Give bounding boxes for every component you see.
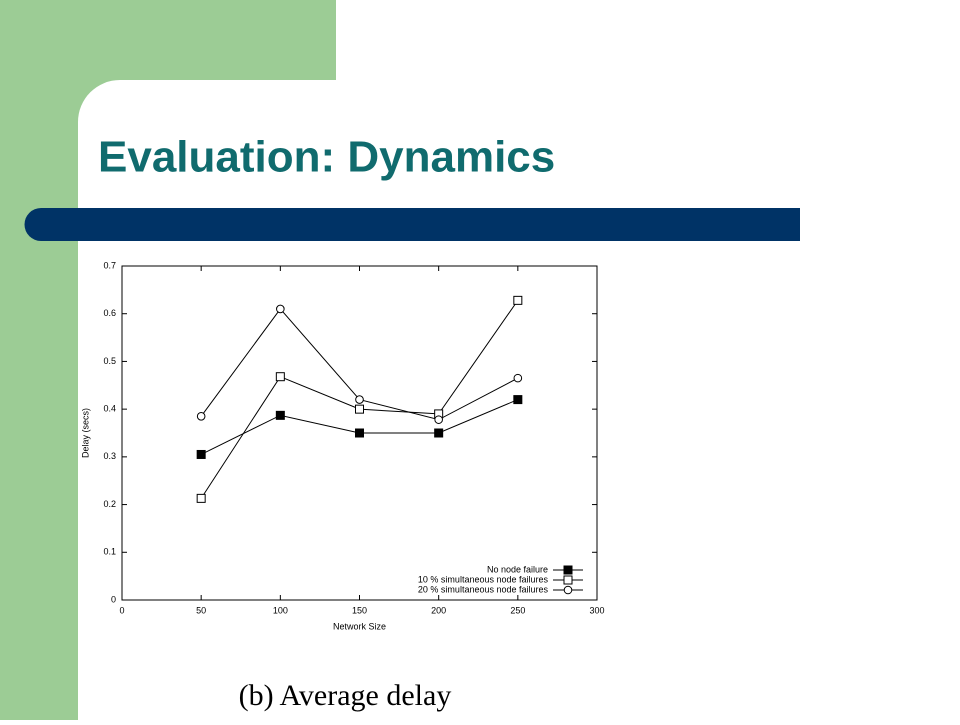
y-tick-label: 0.6: [103, 308, 116, 318]
point: [513, 395, 523, 405]
legend-marker: [563, 565, 573, 575]
y-tick-label: 0.5: [103, 356, 116, 366]
caption: (b) Average delay: [239, 679, 452, 712]
point: [196, 412, 206, 421]
legend-label: 20 % simultaneous node failures: [418, 584, 549, 594]
y-tick-label: 0.4: [103, 404, 116, 414]
x-tick-label: 0: [119, 605, 124, 615]
chart: 0 0.1 0.2 0.3 0.4 0.5 0.6 0.7 0 50 100 150 200 250 300…: [80, 260, 604, 631]
point: [513, 373, 523, 383]
y-tick-label: 0.3: [103, 451, 116, 461]
x-tick-label: 200: [431, 605, 446, 615]
legend-marker: [563, 585, 573, 595]
y-tick-label: 0.1: [103, 547, 116, 557]
x-tick-label: 100: [273, 605, 288, 615]
x-tick-label: 250: [510, 605, 525, 615]
legend-label: 10 % simultaneous node failures: [418, 574, 549, 584]
x-axis-label: Network Size: [333, 621, 386, 631]
y-tick-label: 0.2: [103, 499, 116, 509]
point: [196, 449, 206, 459]
side-strip: [0, 0, 78, 720]
y-tick-label: 0: [111, 594, 116, 604]
point: [355, 428, 364, 438]
point: [355, 404, 364, 414]
x-tick-label: 150: [352, 605, 367, 615]
title-bar: [24, 208, 800, 241]
slide-title: Evaluation: Dynamics: [98, 133, 555, 182]
point: [434, 428, 444, 438]
point: [355, 395, 364, 404]
point: [196, 493, 206, 503]
point: [434, 415, 443, 424]
point: [276, 304, 285, 314]
point: [513, 295, 523, 305]
y-axis-label: Delay (secs): [80, 408, 90, 458]
x-tick-label: 50: [196, 605, 206, 615]
point: [275, 410, 285, 420]
legend-label: No node failure: [487, 564, 548, 574]
corner: [78, 80, 120, 122]
x-tick-label: 300: [589, 605, 604, 615]
legend-marker: [563, 575, 573, 585]
point: [275, 372, 285, 382]
y-tick-label: 0.7: [103, 260, 116, 270]
